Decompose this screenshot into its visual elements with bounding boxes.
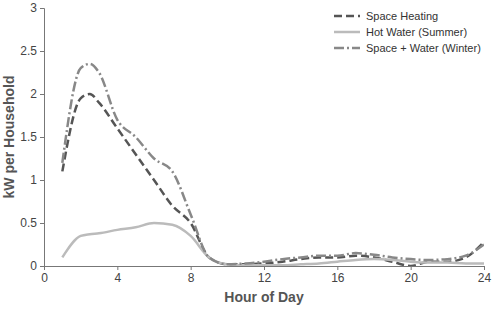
tick: 12 bbox=[258, 266, 272, 285]
tick-label: 0 bbox=[30, 259, 37, 273]
tick-mark bbox=[264, 266, 265, 270]
lines bbox=[62, 64, 484, 266]
chart: 0 4 8 12 16 20 24 0 0.5 1 1.5 2 2.5 3 Space Heating Hot… bbox=[0, 0, 496, 318]
tick-mark bbox=[191, 266, 192, 270]
tick-mark bbox=[40, 223, 44, 224]
tick-label: 4 bbox=[114, 271, 121, 285]
tick: 0 bbox=[30, 259, 44, 273]
tick-label: 24 bbox=[478, 271, 492, 285]
tick: 3 bbox=[30, 1, 44, 15]
legend-item: Space Heating bbox=[334, 10, 438, 22]
tick-label: 0 bbox=[41, 271, 48, 285]
legend-label: Hot Water (Summer) bbox=[366, 26, 467, 38]
tick-label: 1 bbox=[30, 173, 37, 187]
tick: 0 bbox=[41, 266, 48, 285]
x-axis: 0 4 8 12 16 20 24 bbox=[41, 266, 491, 285]
tick-label: 2 bbox=[30, 87, 37, 101]
tick: 8 bbox=[188, 266, 195, 285]
tick-label: 2.5 bbox=[20, 44, 37, 58]
tick-mark bbox=[40, 94, 44, 95]
tick-mark bbox=[337, 266, 338, 270]
legend-swatch bbox=[334, 31, 360, 34]
legend-item: Hot Water (Summer) bbox=[334, 26, 467, 38]
series-line bbox=[62, 94, 484, 266]
x-axis-line bbox=[45, 267, 485, 271]
tick-label: 1.5 bbox=[20, 130, 37, 144]
tick-mark bbox=[40, 8, 44, 9]
tick: 0.5 bbox=[20, 216, 44, 230]
tick-label: 20 bbox=[404, 271, 418, 285]
series-line bbox=[62, 64, 484, 264]
tick-mark bbox=[40, 266, 44, 267]
tick-label: 0.5 bbox=[20, 216, 37, 230]
tick-mark bbox=[411, 266, 412, 270]
tick: 24 bbox=[478, 266, 492, 285]
tick-mark bbox=[40, 51, 44, 52]
legend-label: Space + Water (Winter) bbox=[366, 42, 481, 54]
tick: 20 bbox=[404, 266, 418, 285]
tick: 4 bbox=[114, 266, 121, 285]
tick: 2.5 bbox=[20, 44, 44, 58]
legend-swatch bbox=[334, 47, 360, 50]
tick-mark bbox=[40, 137, 44, 138]
y-axis: 0 0.5 1 1.5 2 2.5 3 bbox=[20, 1, 44, 273]
tick-mark bbox=[484, 266, 485, 270]
x-axis-title: Hour of Day bbox=[224, 289, 304, 305]
y-axis-title: kW per Household bbox=[1, 76, 17, 199]
plot-area: 0 4 8 12 16 20 24 0 0.5 1 1.5 2 2.5 3 Space Heating Hot… bbox=[20, 1, 491, 284]
legend: Space Heating Hot Water (Summer) Space + W… bbox=[334, 10, 481, 54]
legend-swatch bbox=[334, 15, 360, 18]
series-line bbox=[62, 223, 484, 265]
tick: 1.5 bbox=[20, 130, 44, 144]
tick-label: 12 bbox=[258, 271, 272, 285]
tick-mark bbox=[40, 180, 44, 181]
y-axis-line bbox=[40, 9, 45, 267]
legend-label: Space Heating bbox=[366, 10, 438, 22]
legend-item: Space + Water (Winter) bbox=[334, 42, 481, 54]
tick-mark bbox=[117, 266, 118, 270]
tick: 2 bbox=[30, 87, 44, 101]
tick-label: 8 bbox=[188, 271, 195, 285]
tick: 16 bbox=[331, 266, 345, 285]
tick: 1 bbox=[30, 173, 44, 187]
tick-label: 3 bbox=[30, 1, 37, 15]
tick-label: 16 bbox=[331, 271, 345, 285]
